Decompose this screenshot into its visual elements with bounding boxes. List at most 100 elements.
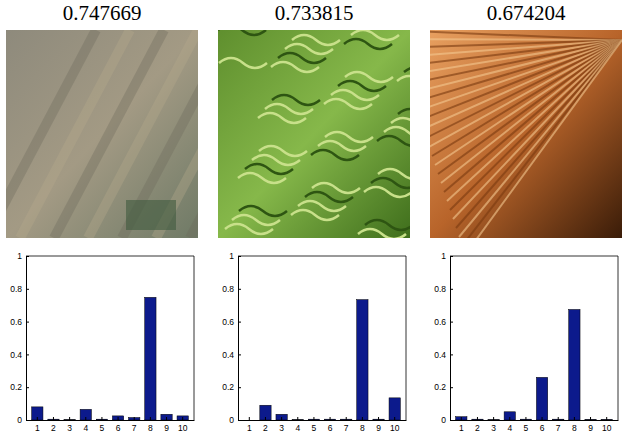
x-tick: 2 [475, 417, 480, 433]
y-tick: 0.8 [222, 284, 241, 294]
x-tick: 10 [390, 417, 400, 433]
bar [161, 414, 172, 420]
y-tick: 0.4 [434, 350, 453, 360]
y-tick-label: 0.8 [10, 284, 22, 294]
y-tick-mark [26, 289, 29, 290]
y-tick: 1 [229, 251, 241, 261]
x-tick-label: 4 [507, 423, 512, 433]
leaf-curl [218, 30, 266, 35]
x-axis-line [451, 420, 619, 421]
x-tick-label: 7 [344, 423, 349, 433]
y-axis-line [451, 257, 454, 421]
y-tick-mark [450, 354, 453, 355]
y-tick-label: 0.2 [434, 382, 446, 392]
x-tick-label: 4 [295, 423, 300, 433]
x-tick-mark [249, 417, 250, 420]
y-tick-label: 0 [229, 415, 234, 425]
image-background [218, 30, 410, 238]
leaf-curl [398, 109, 410, 119]
leaf-curl [377, 136, 410, 146]
x-tick-mark [101, 417, 102, 420]
panel-title: 0.747669 [63, 1, 142, 25]
x-tick-label: 3 [491, 423, 496, 433]
x-tick-label: 9 [164, 423, 169, 433]
y-tick-label: 0.6 [222, 317, 234, 327]
bar [456, 417, 467, 420]
leaf-curl [272, 95, 320, 105]
x-tick: 8 [148, 417, 153, 433]
y-tick-mark [238, 387, 241, 388]
x-tick-mark [493, 417, 494, 420]
y-tick-label: 0.6 [434, 317, 446, 327]
field-strip [6, 30, 96, 238]
y-tick: 0.4 [10, 350, 29, 360]
x-tick: 9 [164, 417, 169, 433]
x-tick-mark [509, 417, 510, 420]
stripe [441, 40, 622, 183]
axes-frame [450, 256, 618, 420]
leaf-curl [365, 220, 410, 230]
bar [389, 398, 400, 420]
x-tick: 5 [100, 417, 105, 433]
x-tick-label: 8 [148, 423, 153, 433]
x-tick-mark [525, 417, 526, 420]
x-tick-label: 7 [132, 423, 137, 433]
field-strip [190, 30, 198, 238]
x-tick-label: 1 [35, 423, 40, 433]
x-axis: 12345678910 [451, 417, 619, 433]
y-tick: 1 [17, 251, 29, 261]
bar [569, 309, 580, 420]
x-tick-label: 2 [475, 423, 480, 433]
x-tick-mark [134, 417, 135, 420]
y-tick-mark [26, 354, 29, 355]
texture-image [430, 30, 622, 238]
x-tick-mark [362, 417, 363, 420]
x-tick-label: 10 [602, 423, 612, 433]
x-tick: 8 [360, 417, 365, 433]
x-tick-mark [313, 417, 314, 420]
bar [129, 418, 140, 420]
x-tick-label: 4 [83, 423, 88, 433]
x-tick: 2 [263, 417, 268, 433]
x-tick-label: 9 [376, 423, 381, 433]
y-tick: 0.6 [10, 317, 29, 327]
y-tick-mark [450, 289, 453, 290]
y-tick-label: 0.4 [434, 350, 446, 360]
stripe [462, 40, 622, 238]
bar [357, 300, 368, 420]
x-tick-mark [265, 417, 266, 420]
x-tick: 1 [247, 417, 252, 433]
bars [260, 300, 401, 420]
y-tick-label: 0.8 [222, 284, 234, 294]
x-tick-label: 9 [588, 423, 593, 433]
x-tick: 8 [572, 417, 577, 433]
y-tick-mark [450, 322, 453, 323]
axes-frame [238, 256, 406, 420]
x-tick: 9 [588, 417, 593, 433]
y-tick: 1 [441, 251, 453, 261]
x-tick: 7 [344, 417, 349, 433]
y-axis-line [239, 257, 242, 421]
y-tick-mark [26, 256, 29, 257]
x-tick-label: 3 [67, 423, 72, 433]
stripe [438, 40, 622, 174]
y-tick-mark [238, 354, 241, 355]
bar [177, 416, 188, 420]
x-axis-line [27, 420, 195, 421]
x-tick-mark [346, 417, 347, 420]
panel: 0.67420400.20.40.60.8112345678910 [390, 1, 622, 433]
leaf-curl [325, 132, 373, 142]
x-tick-label: 6 [328, 423, 333, 433]
leaf-curl [351, 30, 399, 40]
x-tick-mark [69, 417, 70, 420]
x-tick-mark [378, 417, 379, 420]
texture-image [218, 30, 410, 238]
bars [32, 297, 189, 420]
x-tick-label: 10 [390, 423, 400, 433]
x-tick-mark [606, 417, 607, 420]
x-tick-label: 3 [279, 423, 284, 433]
panel-title: 0.733815 [275, 1, 354, 25]
image-background [6, 30, 198, 238]
leaf-curl [345, 72, 393, 82]
x-tick: 7 [556, 417, 561, 433]
